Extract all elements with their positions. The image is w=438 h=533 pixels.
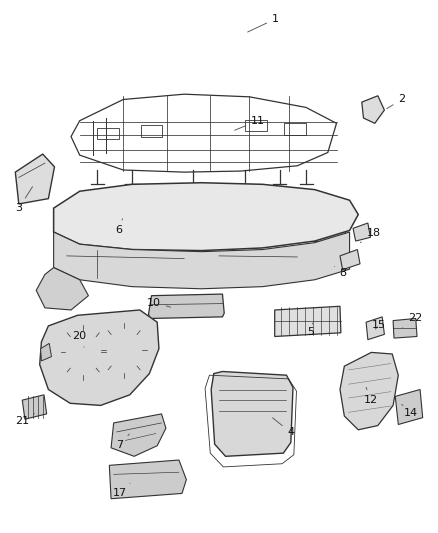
Ellipse shape (91, 203, 160, 232)
Polygon shape (110, 460, 186, 499)
Bar (289, 199, 345, 241)
Polygon shape (366, 317, 385, 340)
Circle shape (223, 407, 241, 428)
Text: 20: 20 (72, 332, 86, 347)
Text: 21: 21 (15, 414, 35, 426)
Polygon shape (393, 318, 417, 338)
Text: 5: 5 (307, 323, 314, 337)
Polygon shape (53, 232, 350, 289)
Polygon shape (362, 96, 385, 123)
Text: 17: 17 (113, 483, 130, 498)
Text: 11: 11 (235, 116, 265, 130)
Text: 1: 1 (247, 14, 279, 32)
Polygon shape (36, 268, 88, 310)
Polygon shape (340, 352, 398, 430)
Text: 22: 22 (403, 313, 422, 327)
Text: 18: 18 (360, 228, 381, 243)
Text: 6: 6 (115, 219, 123, 236)
Polygon shape (111, 414, 166, 456)
Bar (86, 373, 125, 393)
Polygon shape (353, 223, 371, 241)
Bar (97, 127, 119, 139)
Text: 15: 15 (372, 320, 386, 330)
Polygon shape (40, 310, 159, 406)
Bar (243, 188, 280, 204)
Text: 12: 12 (364, 387, 378, 405)
Polygon shape (22, 395, 47, 419)
Text: 4: 4 (272, 418, 294, 438)
Polygon shape (395, 390, 423, 424)
Text: 2: 2 (387, 94, 405, 109)
Polygon shape (211, 372, 293, 456)
Bar (195, 188, 232, 204)
Polygon shape (148, 294, 224, 318)
Circle shape (239, 407, 256, 428)
Text: 10: 10 (147, 297, 171, 308)
Circle shape (60, 325, 106, 380)
Text: 8: 8 (334, 266, 346, 278)
Circle shape (102, 322, 147, 378)
Text: 14: 14 (402, 405, 417, 418)
Polygon shape (53, 183, 358, 251)
Bar (245, 119, 267, 131)
Text: 3: 3 (15, 187, 32, 213)
Polygon shape (15, 154, 54, 204)
Polygon shape (340, 249, 360, 270)
Bar (284, 123, 306, 135)
Bar (141, 125, 162, 136)
Text: 7: 7 (116, 434, 129, 450)
Circle shape (254, 407, 271, 428)
Bar (224, 428, 281, 449)
Polygon shape (275, 306, 341, 336)
Polygon shape (134, 465, 159, 488)
Polygon shape (41, 343, 51, 361)
